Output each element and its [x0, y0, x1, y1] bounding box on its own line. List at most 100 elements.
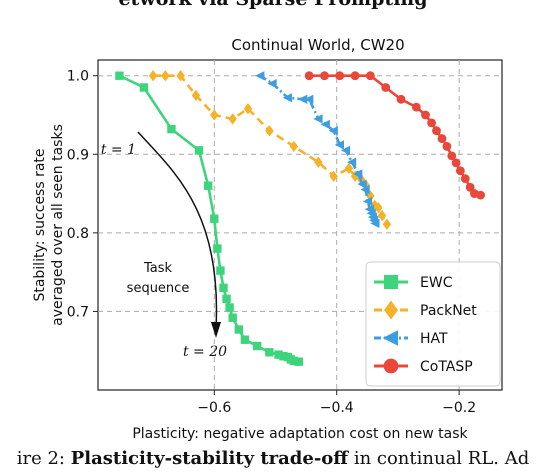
data-point-hat: [360, 185, 370, 195]
data-point-cotasp: [320, 71, 329, 81]
legend-label-hat: HAT: [420, 331, 448, 347]
x-tick-label: −0.6: [197, 400, 231, 416]
annotation-arrow-label-line-2: sequence: [127, 281, 190, 296]
series-hat: [255, 71, 380, 229]
data-point-packnet: [344, 162, 354, 175]
plot-frame: [97, 59, 503, 391]
data-point-cotasp: [304, 71, 314, 81]
x-tick-label: −0.2: [442, 400, 476, 416]
data-point-cotasp: [437, 134, 447, 143]
legend-label-cotasp: CoTASP: [420, 359, 473, 375]
plot-area: [97, 59, 503, 391]
data-point-hat: [255, 71, 265, 81]
data-point-ewc: [294, 357, 303, 366]
data-point-cotasp: [335, 71, 345, 81]
y-axis-label-line-2: averaged over all seen tasks: [50, 124, 66, 326]
data-point-ewc: [225, 303, 234, 312]
x-axis-ticks: −0.6 −0.4 −0.2: [197, 390, 476, 416]
series-line-hat: [259, 74, 377, 224]
data-point-cotasp: [476, 190, 485, 200]
data-point-cotasp: [421, 110, 430, 120]
figure-caption: ire 2: Plasticity-stability trade-off in…: [0, 448, 546, 469]
data-point-cotasp: [465, 182, 475, 192]
data-point-packnet: [210, 109, 219, 121]
data-point-packnet: [329, 170, 338, 182]
data-point-packnet: [176, 70, 185, 82]
legend-marker-hat: [382, 330, 398, 346]
task-sequence-annotation: t = 1 t = 20 Task sequence: [101, 131, 227, 360]
data-point-packnet: [265, 125, 274, 137]
task-sequence-arrowhead: [211, 322, 221, 338]
data-point-hat: [370, 218, 380, 229]
page-header-fragment: etwork via Sparse Prompting: [0, 0, 546, 10]
data-point-cotasp: [460, 174, 470, 184]
data-point-hat: [298, 94, 308, 104]
data-point-packnet: [377, 209, 387, 222]
task-sequence-arrow: [137, 131, 218, 329]
data-point-packnet: [161, 70, 170, 82]
data-point-hat: [328, 126, 338, 136]
y-tick-label: 1.0: [67, 69, 89, 85]
data-point-ewc: [228, 313, 237, 322]
legend-marker-ewc: [384, 275, 398, 289]
data-point-ewc: [234, 325, 243, 334]
data-point-packnet: [148, 70, 158, 82]
caption-suffix: in continual RL. Ad: [348, 448, 530, 469]
data-point-packnet: [382, 218, 392, 230]
data-point-cotasp: [447, 151, 457, 161]
legend-marker-packnet: [384, 300, 398, 320]
data-point-cotasp: [411, 102, 421, 112]
data-point-hat: [267, 78, 277, 89]
legend-marker-cotasp: [383, 358, 399, 374]
data-point-ewc: [279, 352, 288, 361]
data-point-packnet: [243, 103, 253, 115]
caption-prefix: ire 2:: [16, 448, 71, 469]
data-point-packnet: [366, 190, 375, 202]
data-point-cotasp: [455, 166, 465, 176]
data-point-ewc: [219, 283, 228, 293]
y-tick-label: 0.9: [67, 147, 89, 163]
data-point-packnet: [228, 113, 237, 125]
chart-title: Continual World, CW20: [231, 36, 404, 54]
data-point-packnet: [191, 89, 201, 102]
data-point-cotasp: [365, 71, 375, 81]
data-point-ewc: [222, 294, 231, 304]
series-packnet: [148, 70, 392, 230]
annotation-start-label: t = 1: [101, 142, 136, 158]
y-tick-label: 0.7: [67, 304, 89, 320]
data-point-hat: [282, 93, 292, 103]
data-point-cotasp: [381, 83, 391, 92]
data-point-hat: [304, 94, 314, 104]
x-tick-label: −0.4: [320, 400, 354, 416]
data-point-hat: [346, 157, 357, 167]
data-point-packnet: [374, 202, 383, 214]
annotation-end-label: t = 20: [183, 344, 227, 360]
data-point-ewc: [115, 71, 124, 80]
y-axis-ticks: 0.7 0.8 0.9 1.0: [67, 69, 98, 320]
data-point-ewc: [210, 214, 219, 223]
data-point-cotasp: [432, 126, 441, 136]
data-point-hat: [362, 196, 373, 207]
data-point-ewc: [289, 356, 299, 366]
data-point-ewc: [139, 83, 149, 92]
data-point-packnet: [314, 156, 323, 168]
series-layer: [115, 70, 485, 366]
annotation-arrow-label-line-1: Task: [143, 261, 173, 276]
data-point-hat: [313, 114, 323, 124]
y-tick-label: 0.8: [67, 226, 89, 242]
data-point-cotasp: [350, 71, 360, 81]
caption-bold: Plasticity-stability trade-off: [70, 448, 349, 469]
data-point-hat: [334, 140, 344, 150]
data-point-packnet: [289, 140, 299, 153]
data-point-cotasp: [451, 158, 461, 168]
series-cotasp: [304, 71, 485, 200]
data-point-cotasp: [427, 118, 437, 128]
data-point-hat: [320, 119, 330, 130]
series-line-packnet: [153, 74, 389, 225]
data-point-hat: [357, 179, 367, 189]
data-point-ewc: [274, 350, 283, 359]
legend-box: [365, 261, 501, 387]
data-point-ewc: [240, 335, 250, 344]
data-point-ewc: [216, 266, 225, 275]
